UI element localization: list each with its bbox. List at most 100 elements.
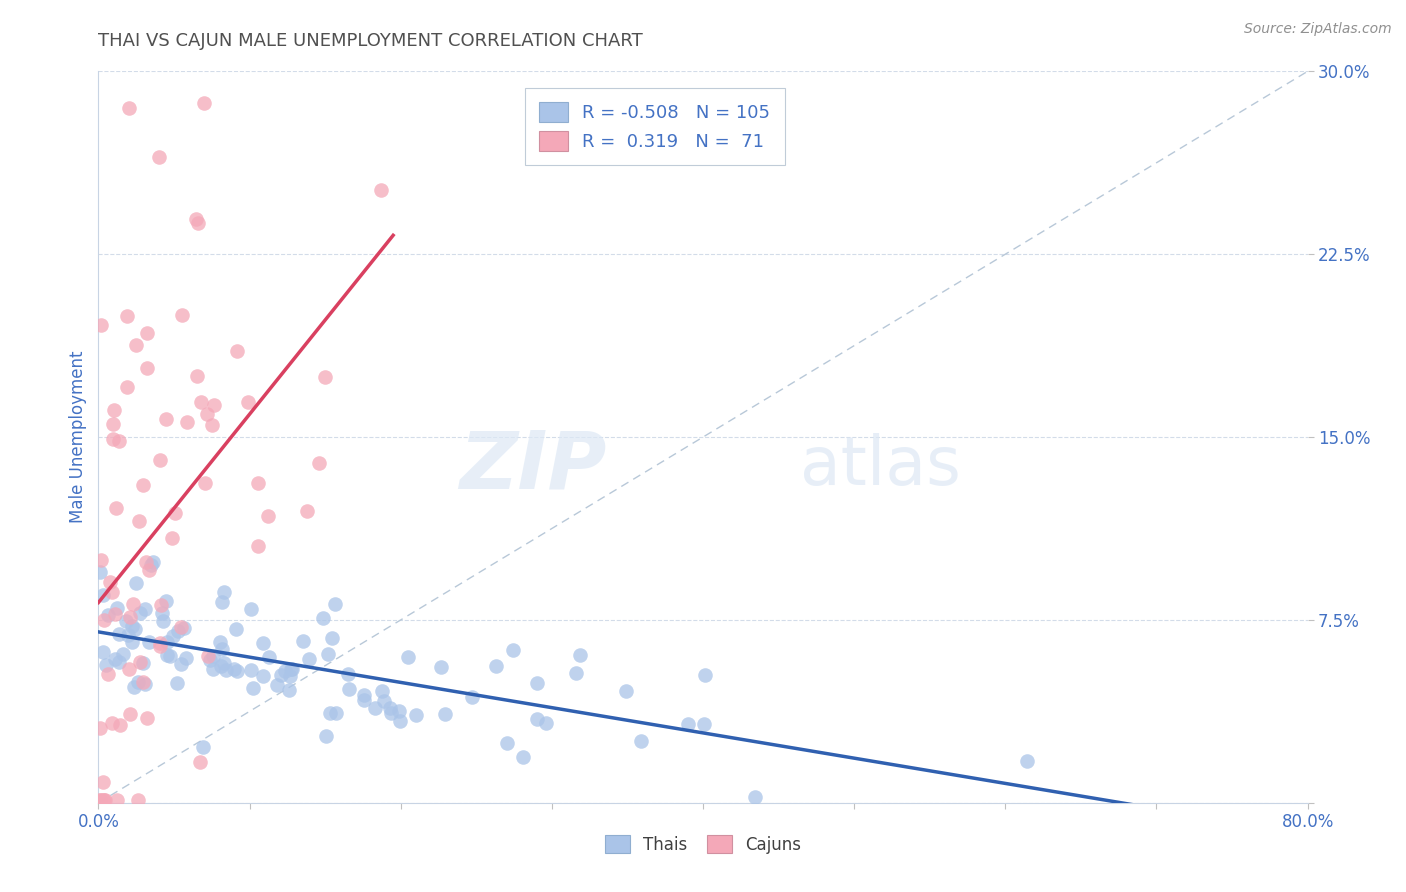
Point: [693, 668, 716, 682]
Point: [281, 662, 304, 676]
Point: [93, 793, 115, 807]
Point: [315, 729, 337, 743]
Point: [193, 739, 215, 754]
Point: [141, 558, 163, 572]
Point: [105, 601, 128, 615]
Point: [197, 649, 219, 664]
Point: [190, 395, 212, 409]
Point: [1015, 754, 1038, 768]
Point: [319, 706, 342, 721]
Point: [90, 318, 112, 332]
Point: [159, 648, 181, 663]
Point: [90, 553, 112, 567]
Point: [105, 501, 128, 516]
Point: [152, 614, 174, 628]
Point: [314, 370, 336, 384]
Point: [101, 417, 124, 431]
Point: [93, 613, 115, 627]
Text: THAI VS CAJUN MALE UNEMPLOYMENT CORRELATION CHART: THAI VS CAJUN MALE UNEMPLOYMENT CORRELAT…: [98, 32, 643, 50]
Point: [136, 361, 159, 376]
Point: [122, 680, 145, 694]
Point: [170, 308, 193, 322]
Point: [170, 620, 193, 634]
Point: [405, 707, 427, 722]
Point: [222, 662, 245, 676]
Point: [214, 663, 236, 677]
Point: [91, 775, 114, 789]
Point: [162, 531, 184, 545]
Point: [134, 676, 156, 690]
Point: [236, 395, 259, 409]
Point: [162, 629, 184, 643]
Point: [148, 150, 170, 164]
Point: [156, 648, 179, 662]
Point: [132, 656, 155, 670]
Point: [136, 711, 159, 725]
Point: [108, 717, 131, 731]
Point: [239, 663, 262, 677]
Point: [337, 682, 360, 697]
Point: [502, 643, 524, 657]
Point: [373, 694, 395, 708]
Point: [201, 649, 224, 664]
Point: [257, 650, 280, 665]
Point: [120, 706, 142, 721]
Point: [91, 588, 114, 602]
Point: [225, 622, 247, 636]
Point: [308, 456, 330, 470]
Point: [239, 601, 262, 615]
Point: [252, 669, 274, 683]
Point: [371, 683, 394, 698]
Point: [278, 683, 301, 698]
Point: [104, 607, 127, 621]
Point: [363, 701, 385, 715]
Point: [128, 514, 150, 528]
Point: [129, 606, 152, 620]
Point: [209, 634, 232, 648]
Point: [105, 793, 128, 807]
Point: [142, 555, 165, 569]
Point: [121, 619, 143, 633]
Point: [118, 662, 141, 676]
Point: [134, 602, 156, 616]
Point: [149, 636, 172, 650]
Point: [187, 216, 209, 230]
Point: [274, 664, 297, 678]
Point: [496, 736, 519, 750]
Point: [614, 683, 637, 698]
Point: [526, 676, 548, 690]
Point: [156, 634, 179, 648]
Point: [89, 793, 111, 807]
Point: [295, 504, 318, 518]
Text: atlas: atlas: [800, 434, 960, 500]
Point: [155, 594, 177, 608]
Point: [117, 628, 139, 642]
Point: [127, 793, 149, 807]
Point: [98, 574, 121, 589]
Point: [485, 659, 508, 673]
Point: [125, 576, 148, 591]
Point: [298, 652, 321, 666]
Point: [101, 715, 124, 730]
Point: [89, 566, 111, 580]
Point: [337, 666, 360, 681]
Point: [212, 657, 235, 671]
Point: [135, 326, 157, 340]
Point: [184, 211, 207, 226]
Point: [534, 715, 557, 730]
Point: [193, 95, 215, 110]
Point: [108, 434, 131, 448]
Y-axis label: Male Unemployment: Male Unemployment: [69, 351, 87, 524]
Point: [252, 636, 274, 650]
Point: [247, 539, 270, 553]
Point: [173, 621, 195, 635]
Point: [155, 412, 177, 426]
Point: [96, 658, 118, 673]
Point: [150, 598, 173, 612]
Point: [202, 399, 225, 413]
Point: [316, 647, 339, 661]
Point: [460, 690, 482, 705]
Point: [247, 475, 270, 490]
Point: [108, 627, 131, 641]
Legend: Thais, Cajuns: Thais, Cajuns: [598, 829, 808, 860]
